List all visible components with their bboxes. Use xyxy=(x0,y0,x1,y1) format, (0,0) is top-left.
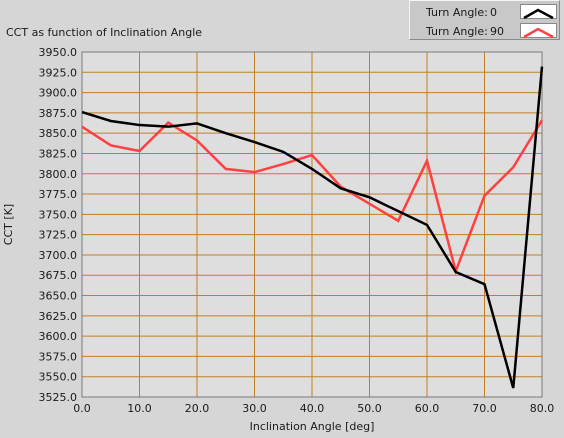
y-tick-label: 3600.0 xyxy=(39,330,78,343)
x-tick-label: 10.0 xyxy=(127,402,152,415)
x-tick-label: 20.0 xyxy=(185,402,210,415)
y-tick-label: 3950.0 xyxy=(39,46,78,59)
legend[interactable]: Turn Angle: 0 Turn Angle: 90 xyxy=(409,0,560,40)
legend-value: 0 xyxy=(490,6,497,19)
y-tick-label: 3725.0 xyxy=(39,229,78,242)
legend-label: Turn Angle: xyxy=(426,25,488,38)
x-tick-label: 30.0 xyxy=(242,402,267,415)
y-tick-label: 3525.0 xyxy=(39,391,78,404)
y-tick-label: 3825.0 xyxy=(39,147,78,160)
y-tick-label: 3650.0 xyxy=(39,290,78,303)
x-tick-label: 50.0 xyxy=(357,402,382,415)
y-tick-label: 3800.0 xyxy=(39,168,78,181)
line-style-icon xyxy=(523,8,554,20)
x-tick-label: 70.0 xyxy=(472,402,497,415)
y-tick-label: 3575.0 xyxy=(39,350,78,363)
series xyxy=(81,66,544,389)
tick-labels: 0.0 10.0 20.0 30.0 40.0 50.0 60.0 70.0 80.0 3525.… xyxy=(39,46,555,415)
x-tick-label: 60.0 xyxy=(415,402,440,415)
y-tick-label: 3900.0 xyxy=(39,87,78,100)
legend-swatch-black[interactable] xyxy=(520,4,557,20)
x-tick-label: 80.0 xyxy=(530,402,555,415)
y-tick-label: 3700.0 xyxy=(39,249,78,262)
plot-frame xyxy=(81,51,543,398)
y-tick-label: 3625.0 xyxy=(39,310,78,323)
chart-title: CCT as function of Inclination Angle xyxy=(6,26,203,39)
legend-item-turn-90[interactable]: Turn Angle: 90 xyxy=(410,21,561,40)
legend-label: Turn Angle: xyxy=(426,6,488,19)
y-tick-label: 3775.0 xyxy=(39,188,78,201)
series-line-turn-90 xyxy=(81,119,544,276)
x-tick-label: 0.0 xyxy=(73,402,91,415)
legend-item-turn-0[interactable]: Turn Angle: 0 xyxy=(410,2,561,21)
y-tick-label: 3925.0 xyxy=(39,66,78,79)
y-axis-label: CCT [K] xyxy=(2,204,15,245)
line-style-icon xyxy=(523,27,554,39)
y-tick-label: 3675.0 xyxy=(39,269,78,282)
x-axis-label: Inclination Angle [deg] xyxy=(250,420,375,433)
y-tick-label: 3750.0 xyxy=(39,208,78,221)
y-tick-label: 3850.0 xyxy=(39,127,78,140)
y-tick-label: 3875.0 xyxy=(39,107,78,120)
series-line-turn-0 xyxy=(81,66,544,389)
x-tick-label: 40.0 xyxy=(300,402,325,415)
grid xyxy=(81,51,543,398)
legend-value: 90 xyxy=(490,25,504,38)
legend-swatch-red[interactable] xyxy=(520,23,557,39)
y-tick-label: 3550.0 xyxy=(39,371,78,384)
